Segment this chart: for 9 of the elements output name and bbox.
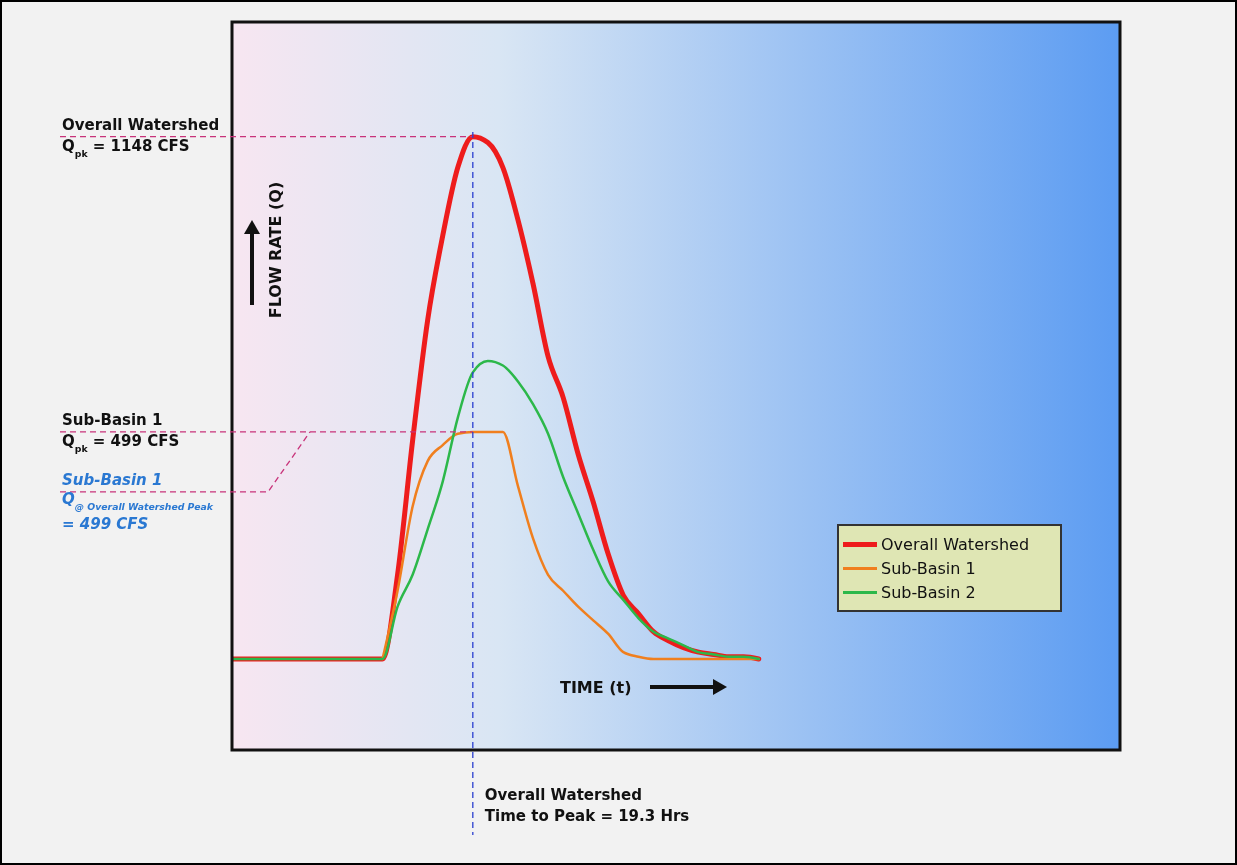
ref-line-label: Overall Watershed Q$_{pk}$ = 1148 CFS <box>62 115 220 159</box>
legend-label: Overall Watershed <box>881 534 1030 554</box>
text: Overall Watershed Time to Peak = 19.3 Hrs <box>484 786 690 825</box>
legend-label: Sub-Basin 2 <box>881 582 976 602</box>
legend-label: Sub-Basin 1 <box>881 558 976 578</box>
text: Sub-Basin 1 Q$_{@ Overall Watershed Peak}$ = 499 CFS <box>62 470 214 533</box>
annotation: FLOW RATE (Q) <box>266 181 285 319</box>
ref-line-label: Sub-Basin 1 Q$_{pk}$ = 499 CFS <box>62 410 180 454</box>
x-axis-title: TIME (t) <box>560 678 632 697</box>
